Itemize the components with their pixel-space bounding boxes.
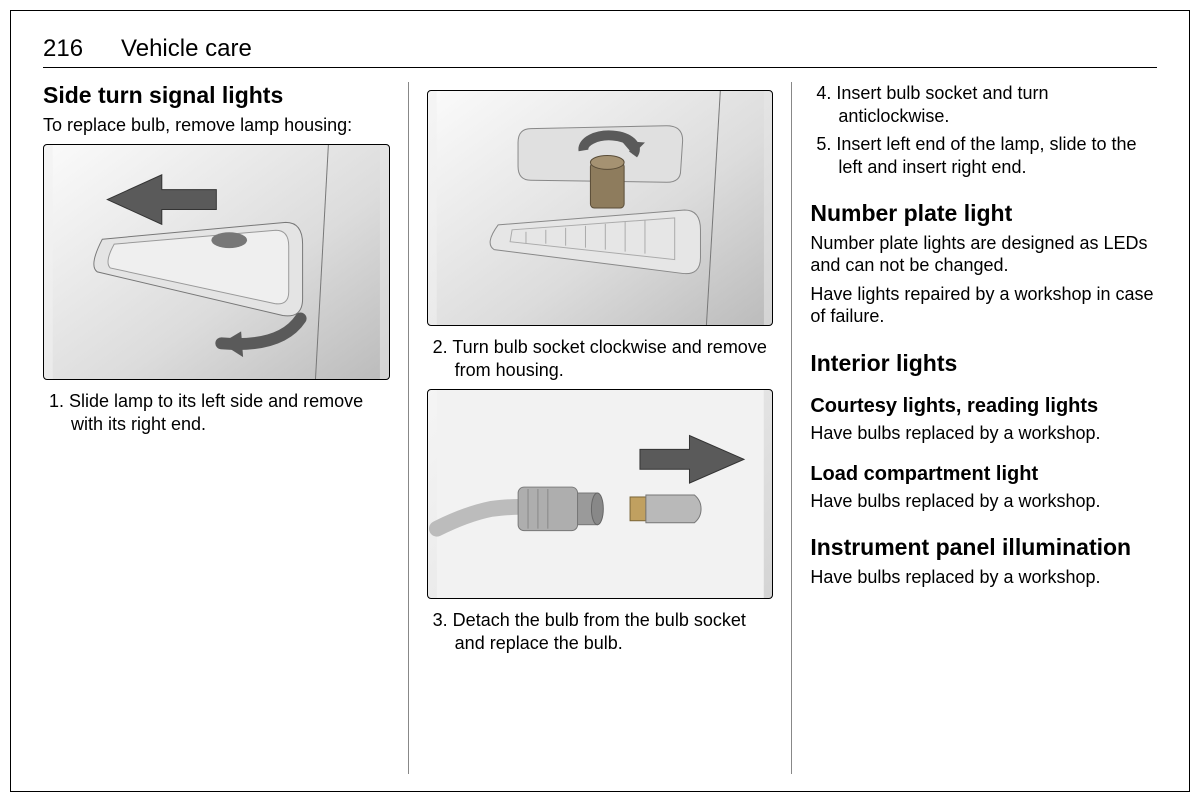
step-4: 4. Insert bulb socket and turn anticlock… xyxy=(810,82,1157,127)
illustration-turn-socket xyxy=(427,90,774,326)
step-list-col3: 4. Insert bulb socket and turn anticlock… xyxy=(810,82,1157,178)
lamp-slide-diagram-icon xyxy=(44,145,389,379)
step-list-col2b: 3. Detach the bulb from the bulb socket … xyxy=(427,609,774,654)
number-plate-p2: Have lights repaired by a workshop in ca… xyxy=(810,283,1157,328)
number-plate-heading: Number plate light xyxy=(810,200,1157,228)
step-5: 5. Insert left end of the lamp, slide to… xyxy=(810,133,1157,178)
content-columns: Side turn signal lights To replace bulb,… xyxy=(43,82,1157,774)
step-list-col2a: 2. Turn bulb socket clockwise and remove… xyxy=(427,336,774,381)
courtesy-text: Have bulbs replaced by a workshop. xyxy=(810,422,1157,445)
interior-lights-heading: Interior lights xyxy=(810,350,1157,378)
load-compartment-text: Have bulbs replaced by a workshop. xyxy=(810,490,1157,513)
page-number: 216 xyxy=(43,35,83,63)
number-plate-p1: Number plate lights are designed as LEDs… xyxy=(810,232,1157,277)
column-2: 2. Turn bulb socket clockwise and remove… xyxy=(408,82,792,774)
chapter-title: Vehicle care xyxy=(121,35,252,63)
instrument-panel-text: Have bulbs replaced by a workshop. xyxy=(810,566,1157,589)
illustration-detach-bulb xyxy=(427,389,774,599)
column-1: Side turn signal lights To replace bulb,… xyxy=(43,82,408,774)
illustration-slide-lamp xyxy=(43,144,390,380)
load-compartment-subheading: Load compartment light xyxy=(810,463,1157,486)
page-header: 216 Vehicle care xyxy=(43,35,1157,68)
page-frame: 216 Vehicle care Side turn signal lights… xyxy=(10,10,1190,792)
side-turn-signal-heading: Side turn signal lights xyxy=(43,82,390,110)
step-list-col1: 1. Slide lamp to its left side and remov… xyxy=(43,390,390,435)
bulb-detach-diagram-icon xyxy=(428,390,773,598)
intro-text: To replace bulb, remove lamp housing: xyxy=(43,114,390,137)
socket-turn-diagram-icon xyxy=(428,91,773,325)
step-2: 2. Turn bulb socket clockwise and remove… xyxy=(427,336,774,381)
column-3: 4. Insert bulb socket and turn anticlock… xyxy=(791,82,1157,774)
courtesy-subheading: Courtesy lights, reading lights xyxy=(810,395,1157,418)
instrument-panel-heading: Instrument panel illumination xyxy=(810,534,1157,562)
step-1: 1. Slide lamp to its left side and remov… xyxy=(43,390,390,435)
step-3: 3. Detach the bulb from the bulb socket … xyxy=(427,609,774,654)
